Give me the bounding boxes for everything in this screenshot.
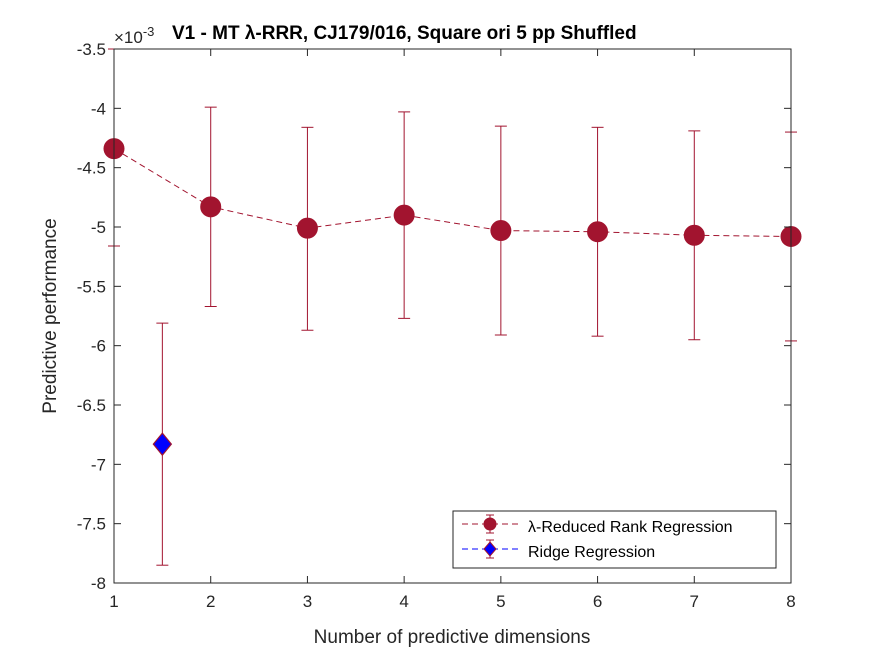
y-tick-label: -7 [91,455,106,474]
exponent-label: ×10-3 [114,24,154,47]
y-tick-label: -4 [91,99,106,118]
y-tick-label: -8 [91,574,106,593]
x-tick-label: 8 [786,592,795,611]
legend-marker-circle [483,517,497,531]
legend-marker-diamond [483,541,497,557]
legend-box [452,510,777,569]
y-axis-ticks: -3.5 -4 -4.5 -5 -5.5 -6 -6.5 -7 -7.5 -8 [77,40,791,593]
data-point [490,220,512,242]
y-tick-label: -6.5 [77,396,106,415]
y-tick-label: -5.5 [77,277,106,296]
y-tick-label: -6 [91,337,106,356]
exponent-power: -3 [143,24,155,39]
data-point [683,224,705,246]
x-tick-label: 3 [303,592,312,611]
plot-area-background [114,49,791,583]
x-tick-label: 4 [399,592,408,611]
x-tick-label: 6 [593,592,602,611]
data-point [296,217,318,239]
y-tick-label: -7.5 [77,515,106,534]
axes-box [113,48,792,584]
chart-title: V1 - MT λ-RRR, CJ179/016, Square ori 5 p… [172,23,637,44]
x-axis-label: Number of predictive dimensions [314,627,591,648]
series-line [113,148,792,237]
data-point [393,204,415,226]
x-tick-label: 1 [109,592,118,611]
legend-entry-ridge: Ridge Regression [528,544,655,561]
x-axis-ticks: 1 2 3 4 5 6 7 8 [109,49,796,611]
exponent-base: ×10 [114,28,143,47]
y-tick-label: -3.5 [77,40,106,59]
x-tick-label: 7 [690,592,699,611]
y-tick-label: -5 [91,218,106,237]
data-point [587,221,609,243]
data-point [200,196,222,218]
legend-swatches [462,514,518,559]
series-lines [113,148,792,237]
y-axis-label: Predictive performance [40,218,61,413]
series-markers [103,138,802,457]
legend-entry-rrr: λ-Reduced Rank Regression [528,519,733,536]
y-tick-label: -4.5 [77,159,106,178]
legend: λ-Reduced Rank Regression Ridge Regressi… [452,510,777,569]
x-tick-label: 2 [206,592,215,611]
x-tick-label: 5 [496,592,505,611]
data-point [152,432,173,457]
